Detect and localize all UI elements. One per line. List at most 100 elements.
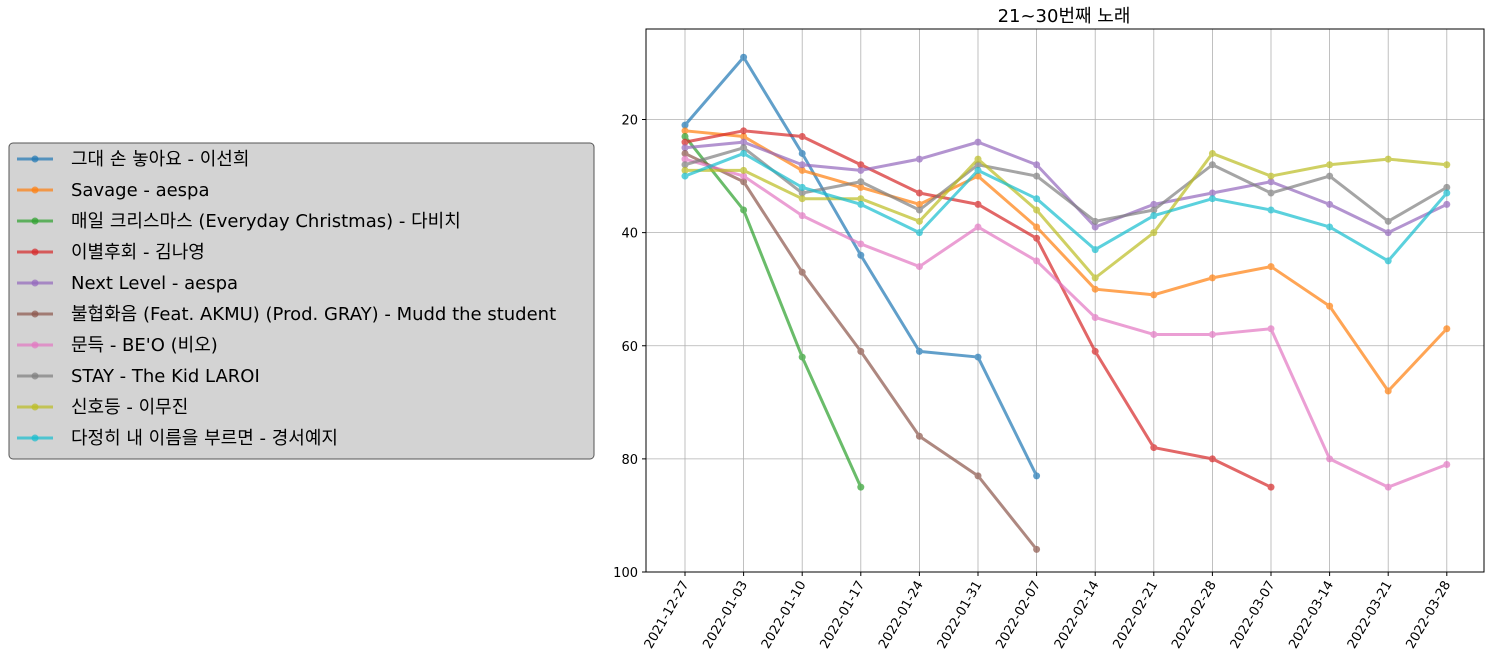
- legend: 그대 손 놓아요 - 이선희 Savage - aespa 매일 크리스마스 (Ev…: [17, 149, 556, 449]
- data-point: [974, 223, 982, 231]
- y-tick-label: 40: [621, 227, 638, 242]
- legend-box: [8, 142, 595, 460]
- y-tick-label: 80: [621, 453, 638, 468]
- data-point: [1208, 330, 1216, 338]
- legend-label: 신호등 - 이무진: [71, 397, 188, 418]
- plot-frame: [645, 28, 1485, 573]
- data-point: [740, 149, 748, 157]
- legend-marker: [31, 279, 39, 287]
- data-point: [740, 127, 748, 135]
- data-point: [681, 172, 689, 180]
- legend-label: Savage - aespa: [71, 180, 210, 201]
- data-point: [1033, 223, 1041, 231]
- data-point: [1150, 330, 1158, 338]
- data-point: [1267, 483, 1275, 491]
- chart-title: 21~30번째 노래: [998, 6, 1131, 27]
- legend-marker: [31, 217, 39, 225]
- x-tick-label: 2022-02-21: [1110, 579, 1161, 652]
- legend-entry: Next Level - aespa: [17, 273, 238, 294]
- data-point: [857, 200, 865, 208]
- data-point: [1091, 285, 1099, 293]
- data-point: [1033, 172, 1041, 180]
- data-point: [798, 183, 806, 191]
- legend-entry: 문득 - BE'O (비오): [17, 335, 218, 356]
- data-point: [1091, 246, 1099, 254]
- y-tick-label: 60: [621, 340, 638, 355]
- data-point: [1443, 325, 1451, 333]
- legend-entry: 다정히 내 이름을 부르면 - 경서예지: [17, 428, 338, 449]
- data-point: [857, 347, 865, 355]
- data-point: [857, 178, 865, 186]
- legend-entry: Savage - aespa: [17, 180, 210, 201]
- data-point: [1208, 149, 1216, 157]
- data-point: [1208, 195, 1216, 203]
- data-point: [798, 212, 806, 220]
- legend-entry: 이별후회 - 김나영: [17, 242, 205, 263]
- data-point: [1267, 325, 1275, 333]
- legend-label: 이별후회 - 김나영: [71, 242, 205, 263]
- data-point: [857, 240, 865, 248]
- data-point: [1443, 161, 1451, 169]
- x-tick-label: 2022-02-28: [1169, 579, 1220, 652]
- data-point: [1267, 189, 1275, 197]
- data-point: [915, 229, 923, 237]
- data-point: [1150, 206, 1158, 214]
- data-point: [1384, 387, 1392, 395]
- data-point: [974, 155, 982, 163]
- x-tick-label: 2022-01-03: [700, 579, 751, 652]
- data-point: [681, 132, 689, 140]
- series-group: [681, 127, 1275, 491]
- data-point: [974, 200, 982, 208]
- data-point: [740, 138, 748, 146]
- data-point: [1033, 472, 1041, 480]
- legend-label: 다정히 내 이름을 부르면 - 경서예지: [71, 428, 338, 449]
- data-point: [1033, 195, 1041, 203]
- x-tick-label: 2022-03-07: [1228, 579, 1279, 652]
- x-tick-label: 2022-02-14: [1052, 579, 1103, 652]
- series-line: [683, 135, 863, 488]
- data-point: [798, 195, 806, 203]
- data-point: [857, 166, 865, 174]
- data-point: [915, 263, 923, 271]
- x-tick-label: 2022-01-17: [817, 579, 868, 652]
- data-point: [915, 200, 923, 208]
- data-point: [915, 217, 923, 225]
- data-point: [1208, 274, 1216, 282]
- data-point: [798, 353, 806, 361]
- data-point: [740, 206, 748, 214]
- data-point: [1091, 223, 1099, 231]
- legend-marker: [31, 341, 39, 349]
- data-point: [857, 483, 865, 491]
- data-point: [1033, 257, 1041, 265]
- x-tick-label: 2022-03-28: [1403, 579, 1454, 652]
- data-point: [1384, 229, 1392, 237]
- series-group: [681, 149, 1451, 282]
- data-point: [1091, 313, 1099, 321]
- data-point: [798, 189, 806, 197]
- data-point: [1091, 274, 1099, 282]
- data-point: [1033, 206, 1041, 214]
- series-group: [681, 53, 1041, 480]
- x-tick-label: 2021-12-27: [642, 579, 693, 652]
- x-tick-label: 2022-03-21: [1345, 579, 1396, 652]
- data-point: [1326, 455, 1334, 463]
- legend-label: Next Level - aespa: [71, 273, 238, 294]
- data-point: [1208, 189, 1216, 197]
- legend-label: 매일 크리스마스 (Everyday Christmas) - 다비치: [71, 211, 461, 232]
- data-point: [1443, 200, 1451, 208]
- data-point: [1326, 302, 1334, 310]
- series-line: [684, 129, 1448, 393]
- legend-entry: 불협화음 (Feat. AKMU) (Prod. GRAY) - Mudd th…: [17, 304, 556, 325]
- legend-label: 그대 손 놓아요 - 이선희: [71, 149, 249, 170]
- data-point: [915, 189, 923, 197]
- legend-entry: 신호등 - 이무진: [17, 397, 188, 418]
- data-point: [974, 166, 982, 174]
- data-point: [1384, 217, 1392, 225]
- data-point: [1033, 161, 1041, 169]
- data-point: [1326, 172, 1334, 180]
- series-group: [681, 132, 865, 491]
- legend-entry: 그대 손 놓아요 - 이선희: [17, 149, 249, 170]
- series-group: [681, 138, 1451, 237]
- data-point: [1326, 223, 1334, 231]
